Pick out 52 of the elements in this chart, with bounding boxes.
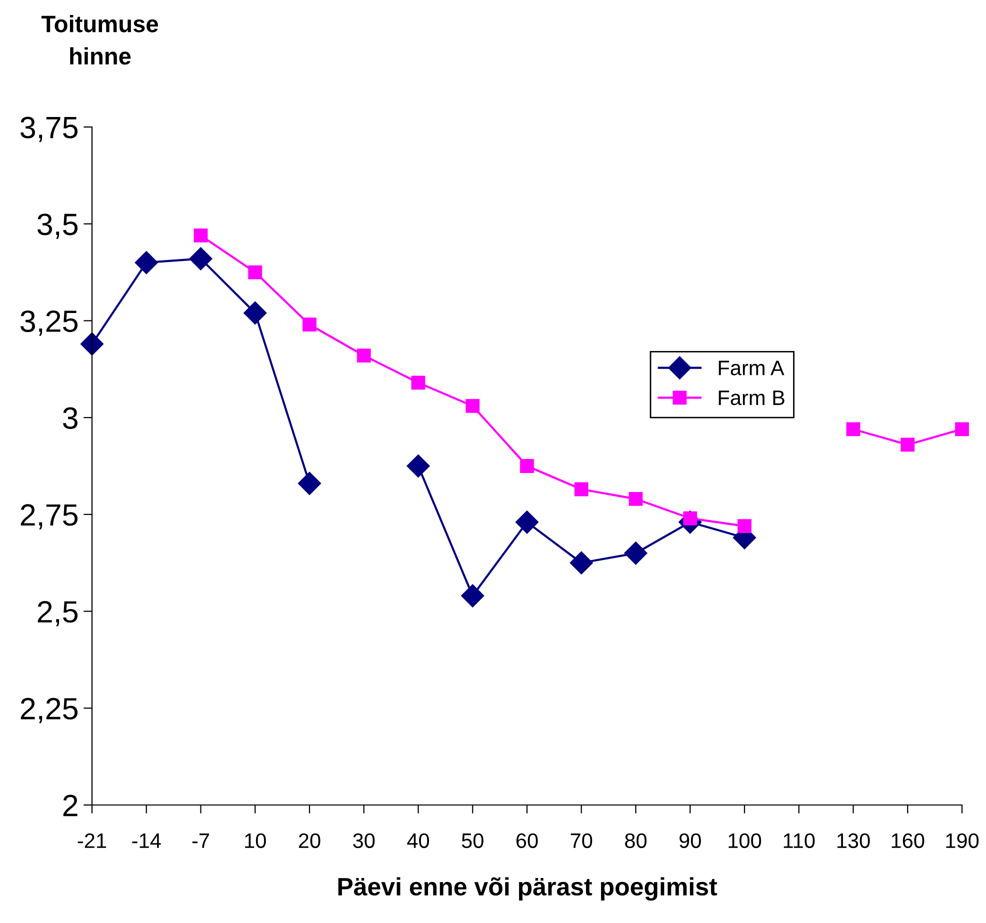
point (624, 542, 648, 565)
x-tick-label: 50 (462, 833, 484, 848)
x-tick-label: 20 (298, 833, 320, 848)
x-tick-label: 160 (892, 833, 924, 848)
point (846, 422, 860, 436)
point (570, 551, 593, 574)
point (189, 247, 212, 270)
point (406, 454, 430, 478)
y-tick-label: 2,5 (38, 601, 78, 626)
x-tick-label: 70 (570, 833, 592, 848)
point (194, 228, 208, 242)
point (411, 376, 426, 390)
point (466, 399, 480, 413)
x-tick-label: -14 (132, 834, 161, 848)
point (248, 265, 262, 280)
point (356, 348, 371, 363)
point (520, 459, 534, 473)
y-tick-label: 2,25 (20, 698, 78, 724)
point (302, 318, 316, 332)
x-tick-label: 10 (245, 833, 266, 848)
x-tick-label: 190 (946, 833, 979, 848)
x-tick-label: 40 (407, 833, 430, 848)
x-tick-label: 60 (516, 833, 538, 848)
x-tick-label: 90 (680, 833, 701, 848)
point (738, 519, 752, 533)
point (900, 438, 915, 452)
point (80, 332, 104, 356)
x-tick-label: 80 (625, 833, 647, 848)
y-axis-title: Toitumuse hinne (41, 15, 158, 65)
y-tick-label: 3,5 (38, 214, 78, 239)
y-tick-label: 3,25 (20, 310, 78, 336)
x-tick-label: -21 (78, 833, 106, 848)
y-tick-label: 2 (63, 794, 78, 816)
x-tick-label: 100 (728, 833, 762, 848)
x-tick-label: 110 (784, 833, 815, 848)
x-tick-label: -7 (192, 834, 209, 848)
x-tick-label: 30 (353, 833, 375, 848)
point (628, 492, 643, 506)
point (955, 422, 969, 436)
point (244, 301, 267, 324)
point (516, 510, 538, 534)
x-tick-label: 130 (837, 833, 870, 848)
legend-label: Farm B (718, 390, 784, 406)
point (461, 584, 484, 608)
legend-label: Farm A (718, 360, 784, 376)
y-tick-label: 3,75 (20, 116, 78, 142)
y-tick-label: 3 (62, 407, 78, 429)
y-tick-label: 2,75 (20, 504, 78, 530)
point (574, 482, 588, 496)
point (298, 472, 321, 495)
point (134, 251, 158, 274)
x-axis-title: Päevi enne või pärast poegimist (338, 877, 718, 901)
